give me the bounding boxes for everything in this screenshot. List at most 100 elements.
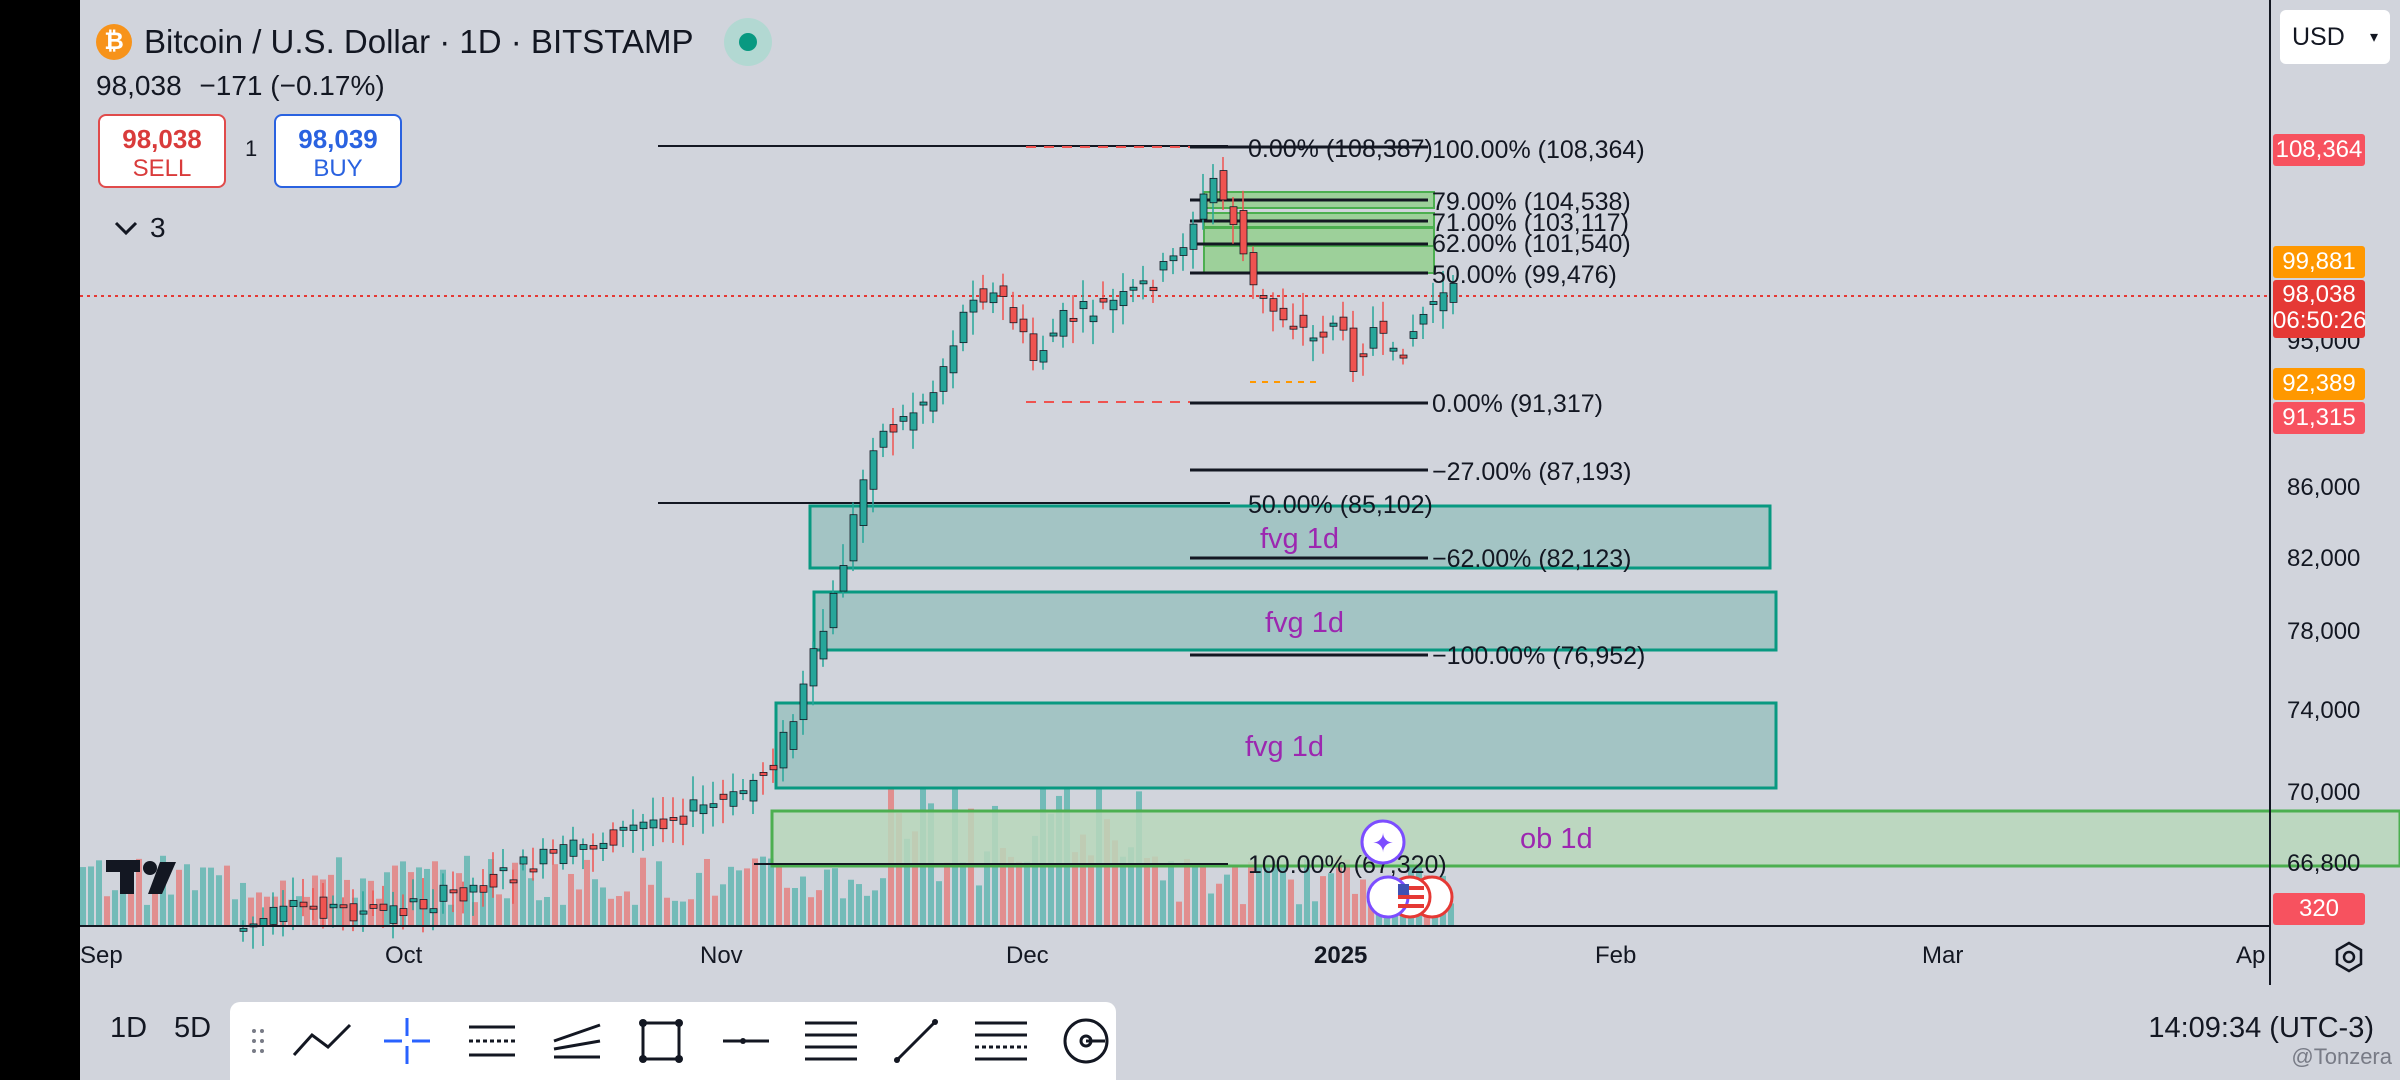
- candle: [869, 450, 878, 490]
- candle: [1329, 322, 1338, 327]
- price-tick: 86,000: [2287, 474, 2361, 501]
- candle: [819, 630, 828, 660]
- volume-bar: [1088, 855, 1094, 925]
- fvg-label-1: fvg 1d: [1260, 523, 1339, 555]
- fvg-label-3: fvg 1d: [1245, 731, 1324, 763]
- volume-bar: [1448, 903, 1454, 925]
- volume-bar: [624, 891, 630, 925]
- fib-b-0-label: 0.00% (91,317): [1432, 390, 1603, 418]
- market-status-icon[interactable]: [723, 18, 772, 66]
- fvg-label-2: fvg 1d: [1265, 607, 1344, 639]
- buy-button[interactable]: 98,039 BUY: [274, 114, 402, 188]
- candle: [389, 905, 398, 924]
- fib-box-50[interactable]: [1203, 245, 1435, 274]
- candle: [1049, 332, 1058, 337]
- dropdown-icon: ▾: [2369, 29, 2378, 46]
- volume-bar: [96, 860, 102, 925]
- candle: [309, 905, 318, 910]
- candle: [1399, 354, 1408, 359]
- candle: [1099, 298, 1108, 303]
- volume-bar: [128, 892, 134, 925]
- candle: [1429, 301, 1438, 305]
- indicators-toggle[interactable]: 3: [112, 212, 166, 244]
- candle: [1129, 286, 1138, 291]
- volume-bar: [504, 898, 510, 925]
- drawing-toolbar: [230, 1002, 1116, 1080]
- fib-retracement-tool-icon[interactable]: [461, 1010, 522, 1072]
- fvg-zone-2[interactable]: [812, 590, 1778, 652]
- volume-bar: [528, 878, 534, 925]
- volume-bar: [744, 868, 750, 925]
- last-price-text: 98,038: [96, 70, 182, 101]
- candle: [1009, 307, 1018, 324]
- tradingview-logo-icon: [106, 860, 176, 894]
- ob-zone[interactable]: [770, 809, 2400, 868]
- fib-extension-tool-icon[interactable]: [970, 1010, 1031, 1072]
- candle: [409, 898, 418, 903]
- timeframe-5d-button[interactable]: 5D: [174, 1012, 212, 1044]
- fib-a-hundred-label: 100.00% (67,320): [1248, 851, 1447, 879]
- pitchfork-tool-icon[interactable]: [546, 1010, 607, 1072]
- candle: [1089, 315, 1098, 323]
- volume-bar: [688, 899, 694, 925]
- fvg-zone-3[interactable]: [774, 701, 1778, 790]
- price-chart[interactable]: 0.00% (108,387) 50.00% (85,102) 100.00% …: [80, 0, 2400, 1080]
- volume-bar: [1336, 856, 1342, 925]
- crosshair-tool-icon[interactable]: [376, 1010, 437, 1072]
- horizontal-line-tool-icon[interactable]: [716, 1010, 777, 1072]
- symbol-legend[interactable]: ₿ Bitcoin / U.S. Dollar · 1D · BITSTAMP: [96, 18, 772, 66]
- fib-b-m100-label: −100.00% (76,952): [1432, 642, 1645, 670]
- volume-bar: [312, 875, 318, 925]
- volume-bar: [1008, 856, 1014, 925]
- candle: [539, 848, 548, 865]
- rectangle-tool-icon[interactable]: [631, 1010, 692, 1072]
- trend-path-tool-icon[interactable]: [292, 1010, 353, 1072]
- trend-line-tool-icon[interactable]: [886, 1010, 947, 1072]
- candle: [519, 856, 528, 865]
- volume-bar: [424, 868, 430, 925]
- cycle-tool-icon[interactable]: [1055, 1010, 1116, 1072]
- candle: [849, 514, 858, 562]
- sell-button[interactable]: 98,038 SELL: [98, 114, 226, 188]
- candle: [359, 910, 368, 915]
- volume-bar: [1080, 834, 1086, 925]
- volume-bar: [200, 867, 206, 925]
- candle: [1209, 177, 1218, 204]
- clock-timezone[interactable]: 14:09:34 (UTC-3): [2148, 1012, 2374, 1044]
- volume-bar: [248, 897, 254, 925]
- currency-button[interactable]: USD ▾: [2280, 10, 2390, 64]
- time-tick: Mar: [1922, 942, 1964, 969]
- volume-bar: [264, 896, 270, 925]
- candle: [759, 772, 768, 776]
- drag-handle-icon[interactable]: [248, 1010, 268, 1072]
- volume-bar: [552, 864, 558, 925]
- chevron-down-icon: [114, 221, 138, 236]
- volume-bar: [944, 862, 950, 925]
- candle: [669, 817, 678, 821]
- volume-bar: [800, 876, 806, 925]
- candle: [689, 799, 698, 812]
- volume-bar: [488, 859, 494, 925]
- volume-bar: [576, 889, 582, 925]
- volume-bar: [120, 887, 126, 925]
- volume-bar: [640, 857, 646, 925]
- volume-bar: [1312, 901, 1318, 925]
- volume-bar: [152, 889, 158, 925]
- volume-bar: [392, 865, 398, 925]
- volume-bar: [232, 899, 238, 925]
- candle: [1189, 223, 1198, 250]
- time-tick: Feb: [1595, 942, 1637, 969]
- candle: [779, 731, 788, 769]
- timeframe-1d-button[interactable]: 1D: [110, 1012, 148, 1044]
- volume-bar: [512, 862, 518, 925]
- us-flag-events-icon[interactable]: [1366, 875, 1454, 919]
- volume-bar: [1072, 852, 1078, 925]
- ai-event-icon[interactable]: [1360, 819, 1406, 865]
- settings-icon[interactable]: [2332, 940, 2366, 974]
- parallel-channel-tool-icon[interactable]: [801, 1010, 862, 1072]
- volume-bar: [104, 896, 110, 925]
- candle: [749, 779, 758, 802]
- volume-bar: [680, 901, 686, 925]
- chart-app: 0.00% (108,387) 50.00% (85,102) 100.00% …: [80, 0, 2400, 1080]
- candle: [839, 565, 848, 592]
